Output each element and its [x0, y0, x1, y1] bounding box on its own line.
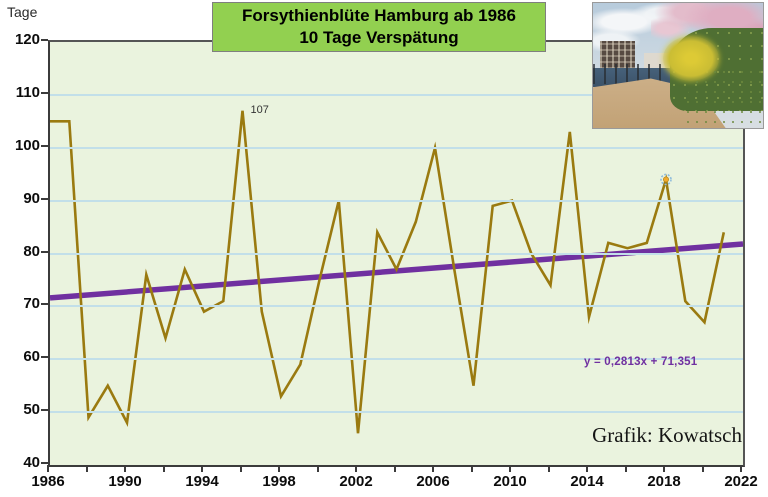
y-tick-label-40: 40	[23, 454, 40, 471]
x-tick-1986	[47, 465, 49, 472]
marked-point-ring	[660, 173, 672, 186]
x-tick-label-2018: 2018	[647, 473, 681, 490]
x-tick-1998	[278, 465, 280, 472]
gridline-y-70	[50, 305, 743, 308]
x-tick-2006	[432, 465, 434, 472]
y-tick-120	[41, 39, 48, 41]
y-axis-unit-label: Tage	[7, 4, 38, 20]
chart-title-line1: Forsythienblüte Hamburg ab 1986	[242, 6, 516, 25]
x-tick-label-1986: 1986	[31, 473, 65, 490]
y-tick-label-110: 110	[15, 83, 40, 101]
x-tick-label-1994: 1994	[185, 473, 219, 490]
x-tick-1988	[85, 465, 88, 472]
x-tick-2020	[701, 465, 704, 472]
y-tick-label-60: 60	[23, 348, 40, 366]
marked-point-2018	[663, 176, 670, 183]
gridline-y-80	[50, 252, 743, 255]
gridline-y-90	[50, 199, 743, 202]
y-tick-label-120: 120	[14, 31, 40, 48]
data-series-line	[50, 110, 726, 434]
x-tick-label-1998: 1998	[262, 473, 296, 490]
x-tick-2004	[393, 465, 396, 472]
y-tick-100	[41, 144, 48, 147]
x-tick-label-2002: 2002	[339, 473, 373, 490]
y-tick-50	[41, 409, 48, 412]
x-tick-label-2014: 2014	[570, 473, 604, 490]
y-tick-label-80: 80	[23, 242, 40, 260]
y-tick-70	[41, 303, 48, 306]
x-tick-1994	[201, 465, 203, 472]
gridline-y-110	[50, 93, 743, 96]
trendline-equation: y = 0,2813x + 71,351	[584, 356, 698, 368]
x-tick-1996	[239, 465, 242, 472]
y-tick-label-100: 100	[14, 136, 40, 154]
gridline-y-50	[50, 411, 743, 414]
chart-title-line2: 10 Tage Verspätung	[299, 28, 459, 47]
x-tick-2016	[624, 465, 627, 472]
y-tick-label-50: 50	[23, 401, 40, 419]
x-tick-2022	[740, 465, 742, 472]
x-tick-label-2022: 2022	[724, 473, 758, 490]
gridline-y-60	[50, 358, 743, 361]
x-tick-2018	[663, 465, 665, 472]
y-tick-110	[41, 91, 48, 94]
x-tick-1990	[124, 465, 126, 472]
y-tick-60	[41, 356, 48, 359]
y-tick-label-90: 90	[23, 189, 40, 207]
forsythia-park-photo	[592, 2, 764, 129]
y-tick-label-70: 70	[23, 295, 40, 313]
x-tick-2014	[586, 465, 588, 472]
data-label-1996: 107	[250, 103, 269, 116]
x-tick-2008	[470, 465, 473, 472]
x-tick-label-1990: 1990	[108, 473, 142, 490]
x-tick-2010	[509, 465, 511, 472]
y-tick-80	[41, 250, 48, 253]
x-tick-2012	[547, 465, 550, 472]
x-tick-label-2006: 2006	[416, 473, 450, 490]
x-tick-1992	[162, 465, 165, 472]
y-tick-40	[41, 462, 48, 464]
chart-title-box: Forsythienblüte Hamburg ab 1986 10 Tage …	[212, 2, 546, 52]
credit-text: Grafik: Kowatsch	[592, 423, 742, 447]
y-tick-90	[41, 197, 48, 200]
gridline-y-100	[50, 146, 743, 149]
x-tick-2002	[355, 465, 357, 472]
x-tick-2000	[316, 465, 319, 472]
x-tick-label-2010: 2010	[493, 473, 527, 490]
